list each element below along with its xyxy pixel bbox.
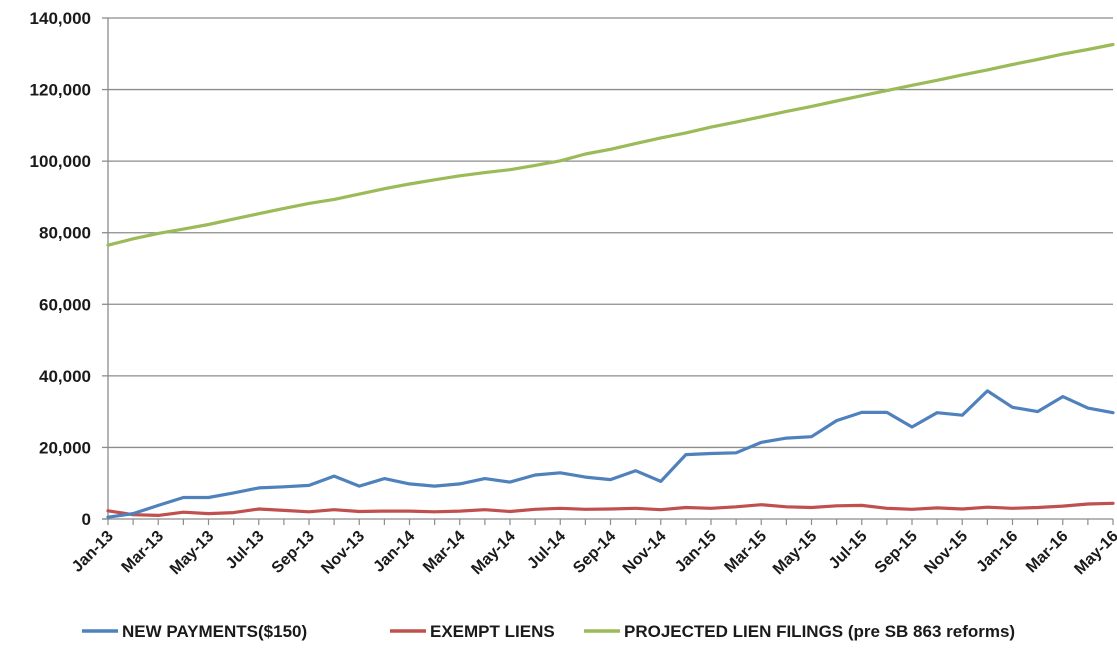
- y-tick-label: 20,000: [39, 438, 91, 457]
- x-tick-label: Nov-15: [921, 528, 971, 578]
- x-tick-label: Jul-15: [826, 528, 871, 573]
- x-tick-label: Mar-14: [420, 528, 469, 577]
- x-tick-label: May-15: [770, 528, 820, 578]
- x-axis-tick-labels: Jan-13 Mar-13 May-13 Jul-13 Sep-13 Nov-13 Jan-…: [69, 528, 1117, 578]
- x-tick-label: Mar-15: [722, 528, 771, 577]
- x-tick-label: Jan-13: [69, 528, 117, 576]
- y-axis-tick-labels: 0 20,000 40,000 60,000 80,000 100,000 120,000 1…: [30, 9, 91, 529]
- y-tick-label: 100,000: [30, 152, 91, 171]
- x-tick-label: Mar-16: [1023, 528, 1072, 577]
- axes: [102, 17, 1114, 525]
- x-tick-label: May-16: [1071, 528, 1117, 578]
- y-tick-label: 80,000: [39, 224, 91, 243]
- x-tick-label: Mar-13: [119, 528, 168, 577]
- x-tick-label: Jan-14: [370, 528, 418, 576]
- x-tick-label: Jul-13: [223, 528, 268, 573]
- y-tick-label: 0: [82, 510, 91, 529]
- legend-label: EXEMPT LIENS: [430, 622, 555, 641]
- series-line: [106, 389, 1115, 519]
- x-tick-label: Jan-16: [973, 528, 1021, 576]
- legend-label: NEW PAYMENTS($150): [122, 622, 307, 641]
- y-tick-label: 40,000: [39, 367, 91, 386]
- legend: NEW PAYMENTS($150) EXEMPT LIENS PROJECTED …: [82, 622, 1015, 641]
- x-tick-label: Sep-14: [570, 528, 619, 577]
- x-tick-label: Jan-15: [672, 528, 720, 576]
- series-line: [106, 42, 1115, 247]
- x-tick-label: May-13: [167, 528, 217, 578]
- gridlines: [108, 17, 1113, 449]
- y-tick-label: 60,000: [39, 295, 91, 314]
- x-tick-label: Nov-13: [318, 528, 368, 578]
- x-tick-label: Jul-14: [524, 528, 569, 573]
- series-lines: [106, 42, 1115, 519]
- x-tick-label: Sep-15: [872, 528, 921, 577]
- x-tick-label: Nov-14: [620, 528, 670, 578]
- x-tick-label: Sep-13: [269, 528, 318, 577]
- series-line: [106, 501, 1115, 518]
- x-tick-label: May-14: [468, 528, 518, 578]
- y-tick-label: 140,000: [30, 9, 91, 28]
- y-tick-label: 120,000: [30, 81, 91, 100]
- legend-label: PROJECTED LIEN FILINGS (pre SB 863 refor…: [624, 622, 1015, 641]
